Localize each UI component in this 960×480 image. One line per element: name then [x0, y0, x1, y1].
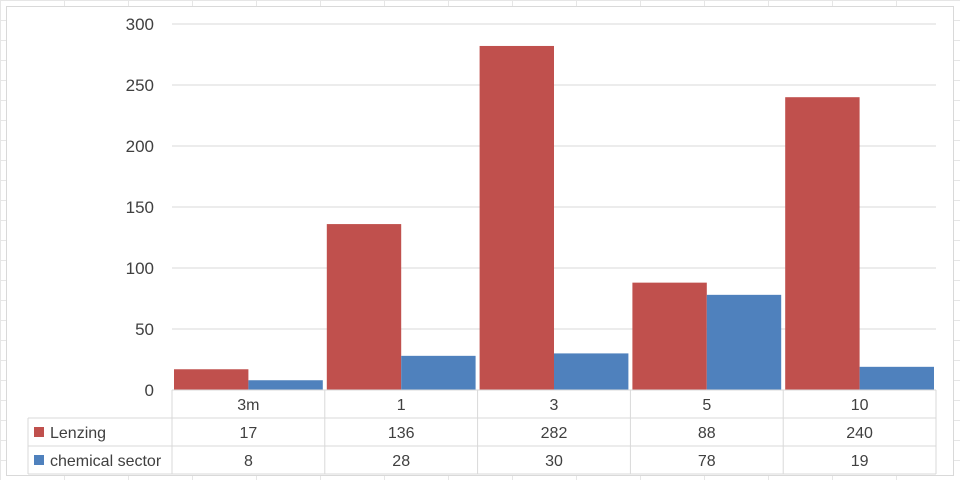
bar-chemical-sector[interactable] — [706, 294, 782, 390]
x-category-label: 3m — [237, 397, 259, 414]
data-table-value: 19 — [851, 453, 869, 470]
x-category-label: 10 — [851, 397, 869, 414]
y-tick-label: 50 — [135, 320, 154, 339]
legend-key-chemical-sector — [34, 455, 44, 465]
bar-chemical-sector[interactable] — [554, 353, 629, 390]
legend-label: chemical sector — [50, 453, 162, 470]
x-category-label: 1 — [397, 397, 406, 414]
bar-lenzing[interactable] — [326, 224, 402, 390]
bar-chemical-sector[interactable] — [859, 366, 934, 390]
bar-lenzing[interactable] — [632, 282, 707, 390]
data-table-value: 240 — [846, 425, 873, 442]
data-table-value: 136 — [388, 425, 415, 442]
x-category-label: 5 — [702, 397, 711, 414]
bar-lenzing[interactable] — [785, 97, 860, 390]
y-tick-label: 100 — [126, 259, 154, 278]
x-category-label: 3 — [550, 397, 559, 414]
legend-label: Lenzing — [50, 425, 106, 442]
data-table-value: 30 — [545, 453, 563, 470]
bar-chemical-sector[interactable] — [248, 380, 323, 390]
data-table-value: 8 — [244, 453, 253, 470]
data-table-value: 88 — [698, 425, 716, 442]
y-tick-label: 150 — [126, 198, 154, 217]
bar-lenzing[interactable] — [479, 45, 554, 391]
data-table-value: 282 — [541, 425, 568, 442]
y-tick-label: 200 — [126, 137, 154, 156]
y-tick-label: 0 — [145, 381, 154, 400]
bar-chemical-sector[interactable] — [401, 355, 476, 390]
y-tick-label: 250 — [126, 76, 154, 95]
data-table-value: 17 — [240, 425, 258, 442]
data-table-value: 28 — [392, 453, 410, 470]
data-table-value: 78 — [698, 453, 716, 470]
y-tick-label: 300 — [126, 15, 154, 34]
bar-lenzing[interactable] — [174, 369, 249, 390]
legend-key-lenzing — [34, 427, 44, 437]
